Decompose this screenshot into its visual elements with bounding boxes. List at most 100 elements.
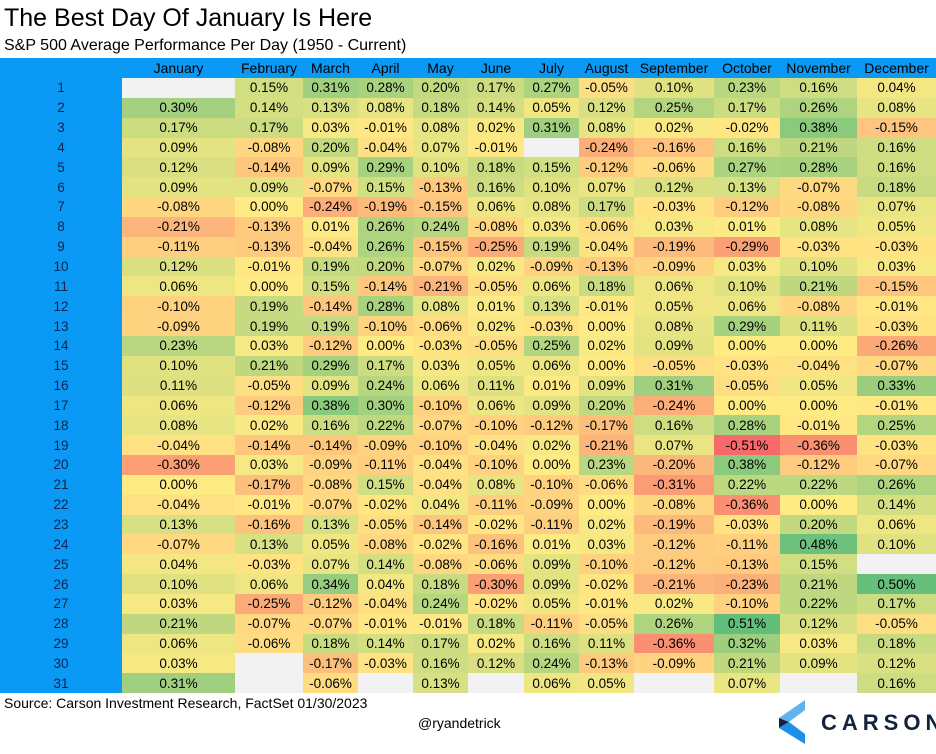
heatmap-cell: 0.02% (634, 117, 714, 138)
heatmap-cell: 0.14% (235, 97, 303, 118)
heatmap-cell: 0.15% (235, 78, 303, 98)
heatmap-cell: 0.26% (634, 613, 714, 634)
heatmap-cell: -0.10% (468, 455, 524, 475)
table-row: 4 0.09% -0.08% 0.20% -0.04% 0.07% -0.01% -0.24%… (0, 137, 936, 158)
heatmap-cell: -0.03% (714, 355, 780, 376)
heatmap-cell: 0.08% (780, 216, 857, 237)
heatmap-cell: -0.04% (303, 236, 358, 257)
heatmap-cell: 0.00% (524, 455, 579, 475)
heatmap-cell: 0.12% (122, 157, 235, 178)
heatmap-cell: -0.09% (358, 435, 413, 456)
heatmap-cell: -0.11% (122, 236, 235, 257)
heatmap-cell: 0.38% (714, 455, 780, 475)
heatmap-cell: -0.05% (857, 613, 936, 634)
heatmap-cell: -0.01% (235, 256, 303, 277)
heatmap-cell: 0.05% (303, 534, 358, 555)
heatmap-cell: 0.27% (524, 78, 579, 98)
heatmap-cell: 0.30% (122, 97, 235, 118)
heatmap-cell: 0.26% (358, 236, 413, 257)
heatmap-cell: -0.07% (303, 494, 358, 515)
heatmap-cell: -0.07% (122, 534, 235, 555)
heatmap-cell: -0.12% (634, 534, 714, 555)
heatmap-cell: 0.17% (358, 355, 413, 376)
heatmap-cell: -0.09% (634, 653, 714, 674)
heatmap-cell: -0.13% (714, 554, 780, 575)
heatmap-cell: 0.31% (634, 375, 714, 396)
heatmap-cell: 0.19% (524, 236, 579, 257)
table-row: 1 0.15% 0.31% 0.28% 0.20% 0.17% 0.27% -0.05% 0.1… (0, 78, 936, 98)
heatmap-cell: 0.05% (857, 216, 936, 237)
heatmap-cell: -0.15% (857, 117, 936, 138)
heatmap-cell: -0.09% (122, 316, 235, 336)
heatmap-cell: 0.03% (579, 534, 634, 555)
heatmap-cell: -0.04% (468, 435, 524, 456)
heatmap-cell: 0.14% (468, 97, 524, 118)
heatmap-cell: -0.09% (634, 256, 714, 277)
heatmap-cell: 0.02% (634, 593, 714, 614)
column-header-june: June (468, 58, 524, 78)
heatmap-cell (235, 653, 303, 674)
day-label: 17 (0, 395, 122, 416)
day-label: 6 (0, 177, 122, 198)
heatmap-cell: 0.09% (122, 177, 235, 198)
heatmap-cell: 0.13% (303, 514, 358, 535)
heatmap-cell: 0.12% (780, 613, 857, 634)
table-row: 22 -0.04% -0.01% -0.07% -0.02% 0.04% -0.11% -0.… (0, 494, 936, 515)
heatmap-table: January February March April May June July Augu… (0, 58, 936, 694)
heatmap-cell: 0.09% (524, 554, 579, 575)
heatmap-cell: -0.11% (358, 455, 413, 475)
table-row: 21 0.00% -0.17% -0.08% 0.15% -0.04% 0.08% -0.10… (0, 474, 936, 495)
table-row: 31 0.31% -0.06% 0.13% 0.06% 0.05% 0.07% 0.16% (0, 673, 936, 694)
heatmap-cell (524, 137, 579, 158)
heatmap-cell: 0.10% (714, 276, 780, 297)
heatmap-cell: -0.03% (714, 514, 780, 535)
table-row: 5 0.12% -0.14% 0.09% 0.29% 0.10% 0.18% 0.15% -0.… (0, 157, 936, 178)
heatmap-cell: 0.15% (303, 276, 358, 297)
heatmap-cell: -0.07% (857, 355, 936, 376)
heatmap-cell: 0.17% (235, 117, 303, 138)
day-label: 4 (0, 137, 122, 158)
heatmap-cell: 0.25% (524, 335, 579, 356)
heatmap-cell: -0.16% (235, 514, 303, 535)
heatmap-cell: -0.09% (524, 256, 579, 277)
heatmap-cell: 0.03% (857, 256, 936, 277)
heatmap-cell: -0.01% (579, 296, 634, 317)
table-row: 27 0.03% -0.25% -0.12% -0.04% 0.24% -0.02% 0.05… (0, 593, 936, 614)
heatmap-cell: 0.04% (857, 78, 936, 98)
heatmap-cell: 0.11% (579, 633, 634, 654)
heatmap-cell: 0.29% (303, 355, 358, 376)
table-row: 11 0.06% 0.00% 0.15% -0.14% -0.21% -0.05% 0.06%… (0, 276, 936, 297)
heatmap-cell: 0.01% (524, 534, 579, 555)
heatmap-cell: -0.03% (857, 316, 936, 336)
heatmap-cell: -0.04% (122, 494, 235, 515)
day-label: 28 (0, 613, 122, 634)
heatmap-cell: 0.23% (122, 335, 235, 356)
heatmap-cell: -0.05% (579, 78, 634, 98)
heatmap-cell: 0.11% (122, 375, 235, 396)
heatmap-cell: -0.10% (358, 316, 413, 336)
heatmap-cell: 0.10% (634, 78, 714, 98)
heatmap-cell: -0.08% (634, 494, 714, 515)
day-label: 21 (0, 474, 122, 495)
heatmap-cell: -0.04% (122, 435, 235, 456)
heatmap-cell: -0.12% (303, 335, 358, 356)
day-label: 19 (0, 435, 122, 456)
heatmap-cell (634, 673, 714, 694)
heatmap-cell: 0.07% (857, 197, 936, 217)
heatmap-cell: -0.21% (413, 276, 468, 297)
heatmap-cell: 0.13% (524, 296, 579, 317)
heatmap-cell: 0.25% (634, 97, 714, 118)
heatmap-cell: 0.11% (780, 316, 857, 336)
heatmap-cell: -0.07% (413, 415, 468, 436)
heatmap-cell: 0.06% (524, 355, 579, 376)
heatmap-cell: 0.02% (468, 316, 524, 336)
heatmap-cell: -0.15% (413, 236, 468, 257)
heatmap-cell: -0.13% (579, 653, 634, 674)
column-header-january: January (122, 58, 235, 78)
heatmap-cell: -0.05% (714, 375, 780, 396)
day-label: 8 (0, 216, 122, 237)
heatmap-cell: -0.17% (303, 653, 358, 674)
heatmap-cell: -0.06% (468, 554, 524, 575)
heatmap-cell: 0.08% (857, 97, 936, 118)
heatmap-cell: 0.02% (579, 335, 634, 356)
